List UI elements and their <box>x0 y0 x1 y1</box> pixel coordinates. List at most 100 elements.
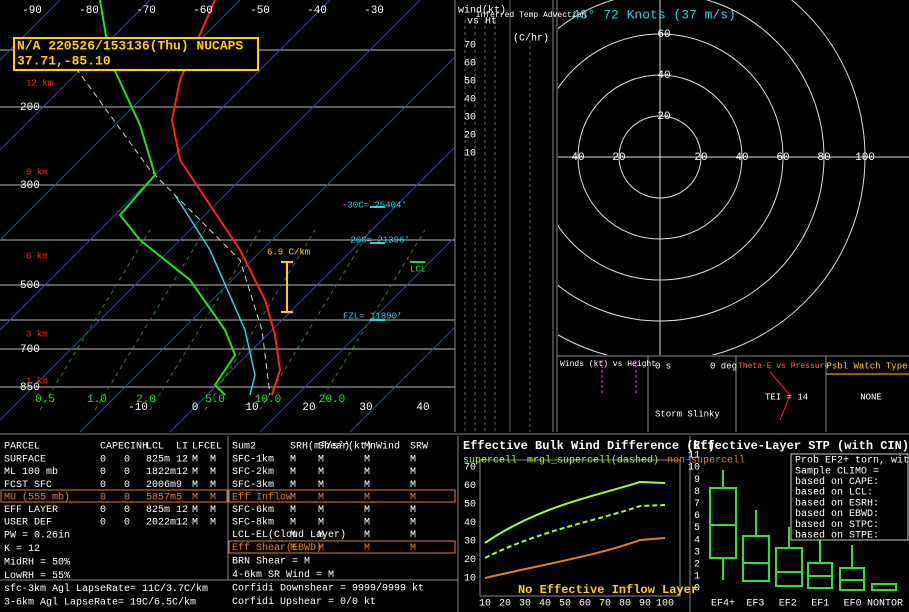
table-cell: 5857m <box>146 492 176 503</box>
table-header: PARCEL <box>4 442 40 453</box>
pressure-label: 200 <box>20 102 40 114</box>
ring-label: 20 <box>612 152 625 164</box>
panel-title: Winds (kt) vs Height <box>560 360 656 369</box>
table-cell: M <box>210 492 216 503</box>
table-cell: M <box>318 492 324 503</box>
table-cell: Eff Inflow <box>232 491 292 503</box>
table-cell: M <box>318 505 324 516</box>
ring-label: 40 <box>657 70 670 82</box>
ring-label: 100 <box>855 152 875 164</box>
table-cell: M <box>318 518 324 529</box>
table-cell: M <box>364 455 370 466</box>
table-cell: M <box>364 467 370 478</box>
table-cell: 0 <box>100 480 106 491</box>
table-cell: M <box>210 518 216 529</box>
table-cell: 0 <box>100 518 106 529</box>
table-cell: M <box>192 455 198 466</box>
temp-label: -70 <box>136 5 156 17</box>
wind-tick: 60 <box>464 59 476 70</box>
lapse-rate: 6.9 C/km <box>267 247 310 257</box>
table-cell: M <box>364 543 370 554</box>
table-cell: EFF LAYER <box>4 505 58 516</box>
x-tick-label: EF4+ <box>711 599 735 610</box>
eff-shear-highlight <box>228 540 456 554</box>
table-header: LFC <box>192 442 210 453</box>
legend-entry: non-supercell <box>667 455 745 467</box>
level-label: -20C= 21396' <box>345 235 410 245</box>
x-tick-label: 30 <box>519 599 531 610</box>
temp-label: 0 <box>192 402 199 414</box>
station-coords: 37.71,-85.10 <box>17 53 111 68</box>
column-title: wind(kt) <box>458 5 506 17</box>
ring-label: 40 <box>571 152 584 164</box>
table-cell: 0 <box>124 492 130 503</box>
table-cell: 9 <box>176 480 182 491</box>
index: Corfidi Downshear = 9999/9999 kt <box>232 582 424 594</box>
table-cell: M <box>290 543 296 554</box>
y-tick-label: 9 <box>694 475 700 486</box>
table-cell: M <box>192 518 198 529</box>
temp-label: -60 <box>193 5 213 17</box>
table-cell: LCL-EL(Cloud Layer) <box>232 529 346 541</box>
x-tick-label: 50 <box>559 599 571 610</box>
ring-label: 20 <box>657 111 670 123</box>
small-panel-borders <box>601 356 909 432</box>
height-label: 12 km <box>26 78 53 88</box>
column-title: Inferred Temp Advection <box>476 11 587 20</box>
mixing-ratio-label: 20.0 <box>319 394 345 406</box>
table-cell: 0 <box>100 505 106 516</box>
table-cell: 1822m <box>146 467 176 478</box>
wind-tick: 40 <box>464 95 476 106</box>
wind-tick: 10 <box>464 149 476 160</box>
index: sfc-3km Agl LapseRate= 11C/3.7C/km <box>4 583 208 595</box>
table-cell: M <box>290 455 296 466</box>
panel-title: Theta-E vs Pressure <box>738 362 829 371</box>
table-cell: 12 <box>176 455 188 466</box>
x-tick-label: EF0 <box>844 599 862 610</box>
station-box <box>13 37 259 71</box>
table-cell: 2006m <box>146 480 176 491</box>
mixing-ratio-label: 2.0 <box>136 394 156 406</box>
table-cell: M <box>410 505 416 516</box>
hodograph-rings <box>558 0 909 355</box>
x-tick-label: 20 <box>499 599 511 610</box>
station-title: N/A 220526/153136(Thu) NUCAPS <box>17 38 243 53</box>
y-tick-label: 30 <box>464 537 476 548</box>
y-tick-label: 6 <box>694 511 700 522</box>
index: Corfidi Upshear = 0/0 kt <box>232 596 376 608</box>
table-cell: 825m <box>146 505 170 516</box>
pressure-label: 300 <box>20 180 40 192</box>
stp-probability: Sample CLIMO = <box>795 465 879 477</box>
stp-probability: Prob EF2+ torn, with supercell <box>795 455 909 467</box>
table-cell: M <box>410 480 416 491</box>
stp-boxes <box>709 453 909 591</box>
column-subtitle: vs Ht <box>467 17 497 28</box>
ring-label: 60 <box>776 152 789 164</box>
table-cell: 825m <box>146 455 170 466</box>
index: BRN Shear = M <box>232 556 310 568</box>
table-cell: M <box>410 518 416 529</box>
table-header: EL <box>210 442 222 453</box>
ebwd-note: No Effective Inflow Layer <box>518 583 698 597</box>
table-cell: M <box>318 530 324 541</box>
table-cell: M <box>290 505 296 516</box>
level-label: -30C= 25404' <box>342 200 407 210</box>
temp-label: 10 <box>245 402 258 414</box>
slinky-title: Storm Slinky <box>655 409 720 419</box>
y-tick-label: 10 <box>464 574 476 585</box>
table-cell: 0 <box>124 455 130 466</box>
table-cell: M <box>192 480 198 491</box>
table-cell: M <box>210 480 216 491</box>
panel-title: Psbl Watch Type <box>826 361 907 371</box>
x-tick-label: NONTOR <box>867 599 903 610</box>
table-cell: 0 <box>124 505 130 516</box>
table-cell: M <box>210 505 216 516</box>
y-tick-label: 50 <box>464 500 476 511</box>
table-cell: M <box>210 455 216 466</box>
table-cell: M <box>318 543 324 554</box>
legend-entry: supercell <box>463 455 517 467</box>
x-tick-label: 90 <box>639 599 651 610</box>
table-cell: SFC-2km <box>232 466 274 478</box>
mu-highlight <box>0 489 228 503</box>
y-tick-label: 10 <box>688 463 700 474</box>
